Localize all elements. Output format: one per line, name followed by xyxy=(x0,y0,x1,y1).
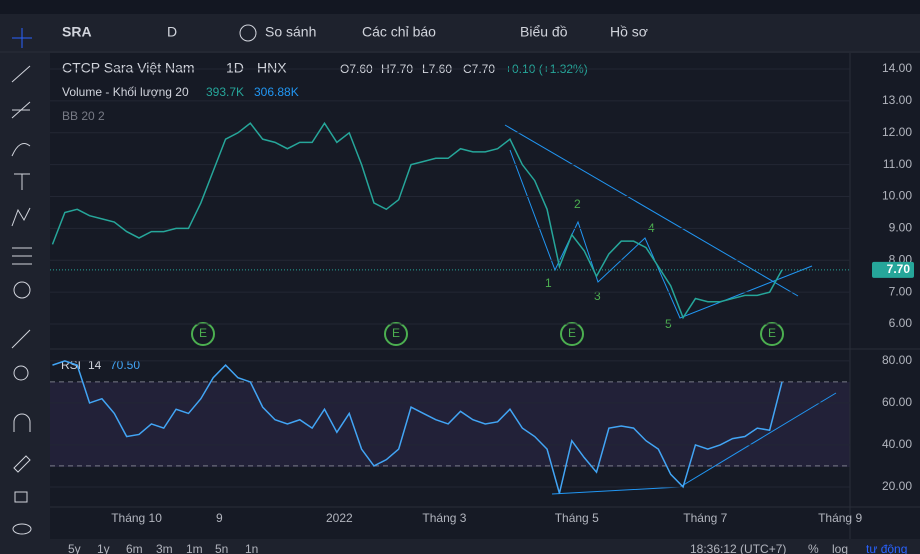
volume-title: Volume - Khối lượng 20 xyxy=(62,85,189,99)
fib-tool[interactable] xyxy=(11,101,31,119)
clock: 18:36:12 (UTC+7) xyxy=(690,542,786,554)
lock-drawing-tool[interactable] xyxy=(13,455,31,473)
series-line xyxy=(52,360,783,494)
y-tick-label: 10.00 xyxy=(882,189,912,203)
y-tick-label: 13.00 xyxy=(882,93,912,107)
percent-toggle[interactable]: % xyxy=(808,542,819,554)
event-marker[interactable] xyxy=(191,322,215,346)
left-toolbar xyxy=(11,28,32,535)
visibility-tool[interactable] xyxy=(12,523,32,535)
range-button[interactable]: 1m xyxy=(186,542,203,554)
last-price-label: 7.70 xyxy=(887,262,911,276)
wave-label: 3 xyxy=(594,289,601,303)
series-line xyxy=(51,121,783,320)
range-buttons: 5y 1y 6m 3m 1m 5n 1n 18:36:12 (UTC+7) % … xyxy=(68,542,907,554)
chart-type-button[interactable]: Biểu đồ xyxy=(520,24,568,40)
log-toggle[interactable]: log xyxy=(832,542,848,554)
range-button[interactable]: 6m xyxy=(126,542,143,554)
wave-label: 1 xyxy=(545,276,552,290)
tab-strip xyxy=(0,0,920,14)
rsi-length: 14 xyxy=(88,358,102,372)
y-tick-label: 12.00 xyxy=(882,125,912,139)
x-tick-label: Tháng 3 xyxy=(422,511,466,525)
volume-ma: 306.88K xyxy=(254,85,299,99)
y-tick-label: 20.00 xyxy=(882,479,912,493)
range-button[interactable]: 3m xyxy=(156,542,173,554)
x-tick-label: 9 xyxy=(216,511,223,525)
x-tick-label: Tháng 5 xyxy=(555,511,599,525)
y-tick-label: 11.00 xyxy=(883,157,912,171)
rsi-band xyxy=(50,382,850,467)
measure-tool[interactable] xyxy=(12,247,32,265)
range-button[interactable]: 5y xyxy=(68,542,81,554)
chart-area xyxy=(50,53,920,539)
event-label: E xyxy=(199,326,207,340)
brush-tool[interactable] xyxy=(11,143,31,157)
text-tool[interactable] xyxy=(14,173,30,190)
symbol[interactable]: SRA xyxy=(62,24,92,40)
x-tick-label: Tháng 9 xyxy=(818,511,862,525)
magnet-tool[interactable] xyxy=(13,413,31,432)
range-button[interactable]: 1n xyxy=(245,542,258,554)
y-tick-label: 40.00 xyxy=(882,437,912,451)
lock-tool[interactable] xyxy=(14,491,28,503)
indicators-button[interactable]: Các chỉ báo xyxy=(362,24,436,40)
event-marker[interactable] xyxy=(760,322,784,346)
line-tool[interactable] xyxy=(11,65,31,83)
auto-toggle[interactable]: tự động xyxy=(866,542,907,554)
ruler-tool[interactable] xyxy=(11,329,31,349)
compare-icon[interactable] xyxy=(239,24,257,42)
top-toolbar xyxy=(0,14,920,52)
emoji-tool[interactable] xyxy=(13,281,31,299)
trend-line xyxy=(504,124,799,297)
wave-label: 2 xyxy=(574,197,581,211)
range-button[interactable]: 5n xyxy=(215,542,228,554)
bb-legend: BB 20 2 xyxy=(62,109,105,123)
event-marker[interactable] xyxy=(560,322,584,346)
x-tick-label: 2022 xyxy=(326,511,353,525)
y-tick-label: 60.00 xyxy=(882,395,912,409)
range-button[interactable]: 1y xyxy=(97,542,110,554)
legend-exchange: HNX xyxy=(257,60,287,76)
event-marker[interactable] xyxy=(384,322,408,346)
last-price-tag xyxy=(872,261,914,278)
volume-value: 393.7K xyxy=(206,85,244,99)
crosshair-tool[interactable] xyxy=(12,28,32,48)
y-tick-label: 80.00 xyxy=(882,353,912,367)
events: E E E E xyxy=(191,322,784,346)
event-label: E xyxy=(568,326,576,340)
event-label: E xyxy=(392,326,400,340)
legend-name: CTCP Sara Việt Nam xyxy=(62,60,195,76)
y-tick-label: 14.00 xyxy=(882,61,912,75)
y-tick-label: 7.00 xyxy=(889,284,913,298)
compare-button[interactable]: So sánh xyxy=(265,24,316,40)
zoom-tool[interactable] xyxy=(13,365,29,381)
rsi-title: RSI xyxy=(61,358,81,372)
event-label: E xyxy=(768,326,776,340)
x-tick-label: Tháng 10 xyxy=(111,511,162,525)
profile-button[interactable]: Hồ sơ xyxy=(610,24,648,40)
y-tick-label: 6.00 xyxy=(889,316,913,330)
pattern-tool[interactable] xyxy=(11,207,31,227)
legend-interval: 1D xyxy=(226,60,244,76)
y-tick-label: 9.00 xyxy=(889,221,913,235)
interval[interactable]: D xyxy=(167,24,177,40)
x-tick-label: Tháng 7 xyxy=(683,511,727,525)
rsi-value: 70.50 xyxy=(110,358,140,372)
